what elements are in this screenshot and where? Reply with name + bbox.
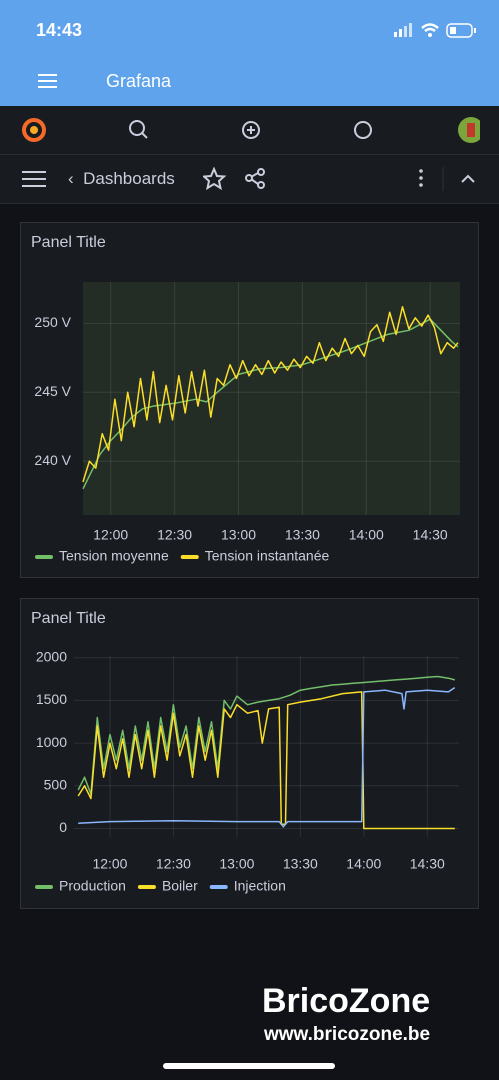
plot-background (83, 282, 460, 515)
x-tick-label: 12:30 (157, 527, 192, 543)
panel-title: Panel Title (31, 610, 106, 627)
x-tick-label: 12:00 (93, 527, 128, 543)
x-tick-label: 14:30 (410, 856, 445, 872)
home-indicator (163, 1063, 335, 1069)
x-tick-label: 12:00 (92, 856, 127, 872)
y-tick-label: 250 V (34, 314, 71, 330)
y-tick-label: 2000 (36, 648, 67, 664)
chart: Panel Title 240 V 245 V 250 V 12:00 12:30 13:0… (31, 234, 460, 564)
panel-title: Panel Title (31, 234, 106, 251)
legend-label: Tension instantanée (205, 548, 330, 564)
panel: Panel Title 0 500 1000 1500 2000 12:00 12:30 13:… (20, 598, 479, 909)
y-tick-label: 0 (59, 819, 67, 835)
grafana-nav (0, 106, 499, 155)
x-tick-label: 12:30 (156, 856, 191, 872)
x-tick-label: 13:00 (219, 856, 254, 872)
status-time: 14:43 (36, 20, 83, 40)
series-line (82, 306, 459, 483)
app-title: Grafana (106, 71, 172, 91)
series-line (78, 686, 456, 828)
x-tick-label: 14:00 (349, 527, 384, 543)
x-tick-label: 13:00 (221, 527, 256, 543)
watermark-brand: BricoZone (262, 982, 431, 1020)
nav-icons (22, 117, 480, 143)
series-line (77, 675, 455, 796)
y-tick-label: 1000 (36, 734, 67, 750)
series-line (77, 691, 455, 830)
x-tick-label: 13:30 (283, 856, 318, 872)
legend-label: Tension moyenne (59, 548, 169, 564)
toggle-menu[interactable] (22, 171, 46, 187)
toolbar-icons (203, 167, 475, 191)
app-header: 14:43 Grafana (0, 0, 499, 106)
panel: Panel Title 240 V 245 V 250 V 12:00 12:30 13:0… (20, 222, 479, 578)
x-tick-label: 13:30 (285, 527, 320, 543)
x-tick-label: 14:00 (346, 856, 381, 872)
legend-label: Production (59, 878, 126, 894)
y-tick-label: 1500 (36, 691, 67, 707)
chart: Panel Title 0 500 1000 1500 2000 12:00 12:30 13:… (31, 610, 459, 894)
dashboard-toolbar: ‹ Dashboards (0, 155, 499, 204)
x-tick-label: 14:30 (413, 527, 448, 543)
status-icons (394, 23, 476, 38)
legend-label: Boiler (162, 878, 198, 894)
y-tick-label: 245 V (34, 383, 71, 399)
y-tick-label: 240 V (34, 452, 71, 468)
watermark-url: www.bricozone.be (264, 1024, 431, 1045)
legend-label: Injection (234, 878, 286, 894)
menu-button[interactable] (38, 73, 58, 89)
breadcrumb[interactable]: ‹ Dashboards (68, 169, 175, 188)
breadcrumb-label[interactable]: Dashboards (83, 169, 175, 188)
y-tick-label: 500 (44, 776, 68, 792)
